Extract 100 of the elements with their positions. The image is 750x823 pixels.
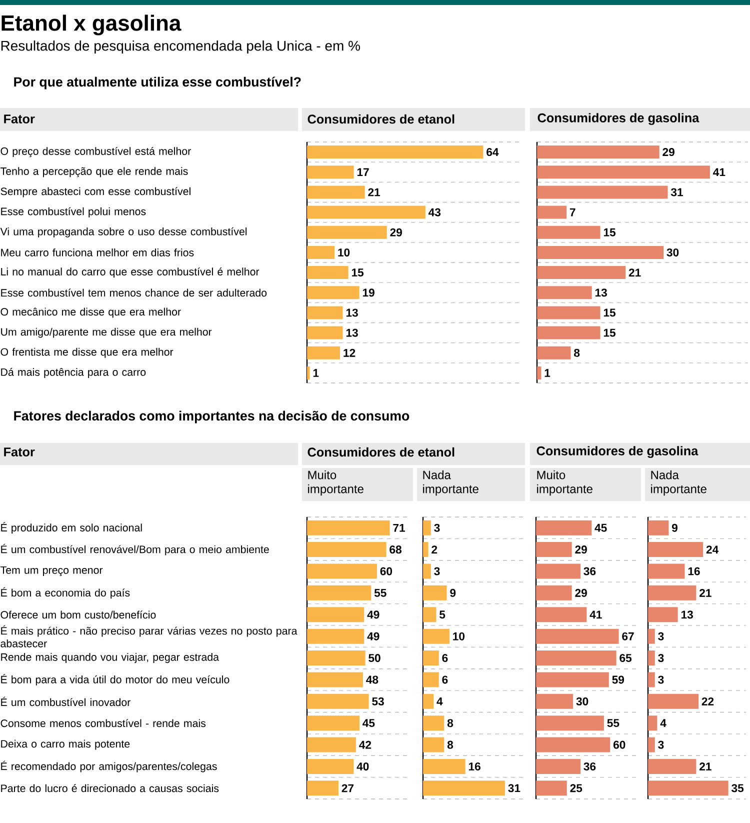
bar (536, 694, 574, 709)
data-label: 45 (362, 719, 375, 728)
data-label: 13 (346, 328, 358, 337)
data-label: 49 (367, 632, 380, 640)
data-label: 3 (658, 676, 664, 684)
y-tick-label: É um combustível renovável/Bom para o meio ambiente (1, 544, 269, 556)
bar (537, 346, 571, 360)
data-label: 3 (434, 524, 440, 532)
bar (423, 650, 439, 666)
bar (307, 286, 360, 300)
bar (648, 716, 658, 731)
data-label: 4 (436, 697, 443, 706)
bar (537, 146, 660, 159)
data-label: 40 (356, 762, 369, 770)
data-label: 64 (486, 148, 499, 156)
data-label: 21 (368, 188, 380, 196)
y-tick-label: O preço desse combustível está melhor (0, 146, 191, 158)
data-label: 29 (662, 148, 674, 156)
bar (307, 607, 364, 622)
bar (536, 716, 604, 731)
bar (648, 520, 669, 536)
bar (307, 186, 365, 199)
bar (537, 286, 592, 300)
y-tick-label: Rende mais quando vou viajar, pegar estrada (1, 653, 220, 663)
bar (537, 306, 600, 320)
data-label: 13 (681, 610, 693, 619)
chart-title: Nada importante (423, 470, 478, 496)
bar (307, 366, 310, 380)
y-tick-label: Meu carro funciona melhor em dias frios (1, 248, 194, 256)
data-label: 3 (434, 567, 440, 576)
bar (307, 346, 340, 360)
bar (307, 694, 369, 709)
y-tick-label: É recomendado por amigos/parentes/colegas (1, 760, 217, 772)
bar (648, 737, 655, 752)
data-label: 19 (362, 288, 374, 297)
data-label: 30 (576, 697, 588, 706)
y-tick-label: Vi uma propaganda sobre o uso desse combustível (0, 227, 247, 238)
data-label: 1 (313, 369, 319, 377)
y-tick-label: Consome menos combustível - rende mais (0, 719, 206, 728)
data-label: 55 (374, 588, 386, 597)
data-label: 29 (390, 228, 402, 236)
bar (307, 650, 366, 666)
data-label: 1 (544, 369, 550, 377)
bar (648, 607, 678, 622)
data-label: 8 (447, 719, 454, 728)
y-tick-label: Dá mais potência para o carro (1, 368, 146, 378)
data-label: 4 (660, 719, 666, 727)
bar (423, 564, 431, 579)
data-label: 15 (604, 228, 616, 236)
data-label: 15 (604, 308, 616, 317)
y-tick-label: Esse combustível polui menos (1, 207, 146, 218)
text: Por que atualmente utiliza esse combustível? (14, 76, 301, 90)
data-label: 24 (706, 546, 719, 554)
chart-title: Muito importante (308, 470, 364, 496)
bar (648, 694, 698, 709)
bar (307, 146, 484, 159)
data-label: 10 (338, 248, 350, 256)
bar (648, 672, 655, 688)
bar (307, 758, 354, 774)
bar (648, 780, 728, 796)
bar (307, 166, 354, 179)
data-label: 5 (440, 610, 446, 619)
chart-title: Muito importante (537, 470, 592, 496)
y-tick-label: O frentista me disse que era melhor (0, 348, 174, 358)
bar (536, 564, 580, 579)
bar (423, 716, 444, 731)
data-label: 9 (450, 588, 456, 597)
bar (537, 206, 567, 219)
data-label: 10 (453, 632, 465, 640)
bar (537, 166, 710, 179)
bar (307, 326, 343, 340)
bar (536, 520, 592, 536)
data-label: 49 (367, 610, 380, 619)
data-label: 29 (575, 546, 587, 554)
data-label: 59 (612, 676, 624, 684)
y-tick-label: O mecânico me disse que era melhor (0, 308, 181, 318)
text: Consumidores de gasolina (536, 446, 698, 458)
data-label: 7 (570, 208, 576, 216)
data-label: 17 (357, 168, 369, 176)
text: Consumidores de etanol (308, 114, 454, 124)
y-tick-label: Um amigo/parente me disse que era melhor (1, 328, 212, 338)
bar (536, 650, 616, 666)
data-label: 13 (346, 308, 358, 317)
data-label: 50 (368, 654, 380, 662)
bar (307, 226, 387, 239)
data-label: 6 (442, 676, 448, 684)
bar (648, 585, 696, 600)
chart-title: Nada importante (651, 470, 706, 496)
data-label: 3 (658, 740, 664, 749)
bar (423, 758, 466, 774)
bar (307, 542, 386, 558)
bar (536, 585, 572, 600)
bar (648, 564, 685, 579)
bar (423, 585, 447, 600)
bar (423, 737, 444, 752)
bar (423, 672, 439, 688)
data-label: 16 (688, 567, 700, 576)
y-tick-label: É bom a economia do país (1, 587, 130, 599)
data-label: 42 (359, 740, 372, 749)
bar (307, 246, 335, 259)
